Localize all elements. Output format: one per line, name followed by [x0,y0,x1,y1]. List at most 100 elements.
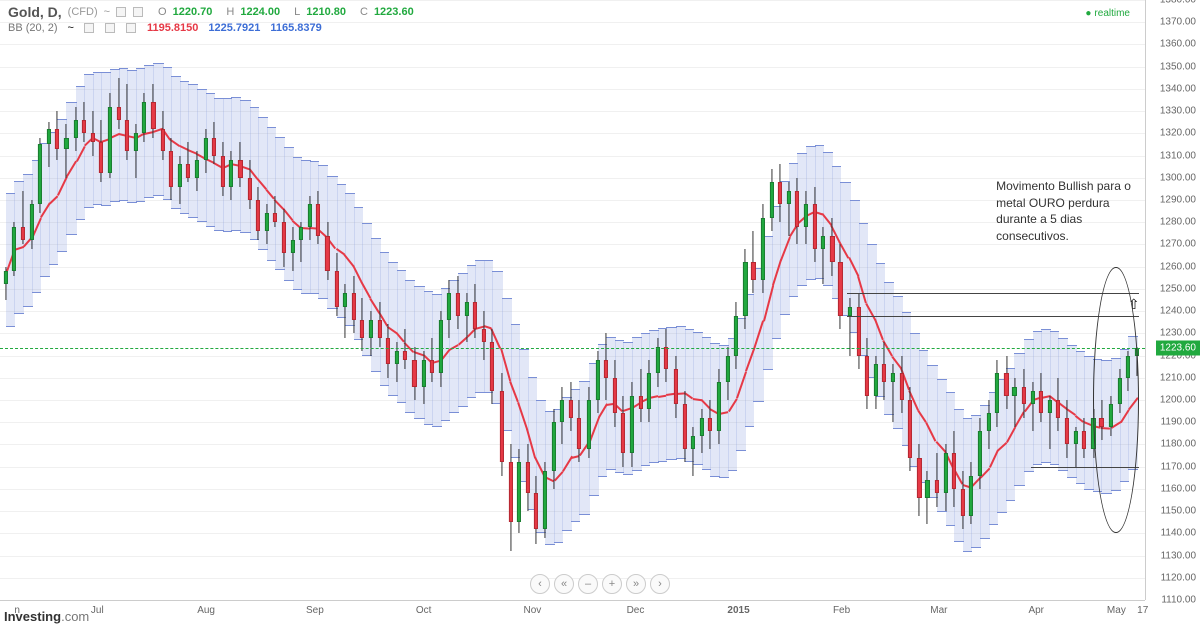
candle[interactable] [204,129,208,173]
candle[interactable] [1031,382,1035,431]
candle[interactable] [569,382,573,431]
candle[interactable] [439,311,443,387]
candle[interactable] [99,120,103,182]
candle[interactable] [908,387,912,471]
candle[interactable] [256,187,260,240]
candle[interactable] [882,342,886,400]
candle[interactable] [734,302,738,369]
candle[interactable] [586,387,590,458]
candle[interactable] [613,360,617,427]
candle[interactable] [804,191,808,244]
candle[interactable] [178,156,182,205]
drawn-hline[interactable] [847,316,1139,317]
candle[interactable] [743,249,747,329]
nav-button[interactable]: » [626,574,646,594]
candle[interactable] [38,138,42,214]
candle[interactable] [656,338,660,387]
candle[interactable] [770,169,774,231]
candle[interactable] [891,364,895,422]
candle[interactable] [91,111,95,155]
candle[interactable] [978,418,982,489]
candle[interactable] [857,293,861,369]
candle[interactable] [664,329,668,382]
candle[interactable] [1082,418,1086,458]
candle[interactable] [369,311,373,355]
candle[interactable] [360,298,364,351]
candle[interactable] [1056,378,1060,431]
candle[interactable] [1022,369,1026,418]
nav-button[interactable]: – [578,574,598,594]
candle[interactable] [596,351,600,413]
candle[interactable] [378,302,382,346]
toggle-badge[interactable] [126,23,136,33]
candle[interactable] [900,356,904,414]
candle[interactable] [335,253,339,315]
candle[interactable] [708,400,712,449]
candle[interactable] [751,231,755,293]
candle[interactable] [717,369,721,445]
candle[interactable] [125,84,129,160]
candle[interactable] [1065,400,1069,458]
candle[interactable] [552,409,556,489]
candle[interactable] [151,84,155,137]
candle[interactable] [316,191,320,244]
candle[interactable] [630,382,634,466]
candle[interactable] [282,209,286,267]
candle[interactable] [787,182,791,235]
candle[interactable] [673,356,677,418]
candle[interactable] [778,164,782,222]
drawn-hline[interactable] [847,293,1139,294]
candle[interactable] [229,151,233,200]
candle[interactable] [795,178,799,245]
candle[interactable] [838,244,842,328]
candle[interactable] [186,142,190,182]
candle[interactable] [509,444,513,551]
candle[interactable] [534,476,538,545]
candle[interactable] [465,293,469,342]
candle[interactable] [169,138,173,200]
candle[interactable] [1039,373,1043,422]
candle[interactable] [987,400,991,449]
chart-area[interactable]: Movimento Bullish para ometal OURO perdu… [0,0,1145,600]
candle[interactable] [961,471,965,529]
candle[interactable] [517,449,521,533]
candle[interactable] [691,427,695,476]
candle[interactable] [134,124,138,177]
candle[interactable] [221,142,225,195]
candle[interactable] [142,93,146,142]
candle[interactable] [291,227,295,271]
candle[interactable] [308,196,312,240]
candle[interactable] [482,311,486,360]
candle[interactable] [969,462,973,524]
candle[interactable] [1004,356,1008,409]
candle[interactable] [430,338,434,382]
candle[interactable] [543,462,547,538]
candle[interactable] [212,122,216,164]
candle[interactable] [447,280,451,338]
candle[interactable] [64,124,68,177]
candle[interactable] [422,351,426,404]
candle[interactable] [490,329,494,405]
candle[interactable] [925,471,929,524]
candle[interactable] [265,204,269,244]
candle[interactable] [47,122,51,166]
candle[interactable] [995,360,999,427]
candle[interactable] [761,204,765,293]
candle[interactable] [1012,378,1016,427]
candle[interactable] [74,107,78,151]
candle[interactable] [874,356,878,409]
candle[interactable] [917,444,921,515]
candle[interactable] [12,222,16,275]
candle[interactable] [683,391,687,462]
candle[interactable] [161,111,165,160]
candle[interactable] [560,387,564,445]
toggle-badge[interactable] [133,7,143,17]
candle[interactable] [30,200,34,249]
candle[interactable] [238,142,242,186]
nav-button[interactable]: « [554,574,574,594]
candle[interactable] [386,324,390,377]
toggle-badge[interactable] [105,23,115,33]
candle[interactable] [117,78,121,129]
candle[interactable] [352,276,356,334]
candle[interactable] [55,111,59,160]
